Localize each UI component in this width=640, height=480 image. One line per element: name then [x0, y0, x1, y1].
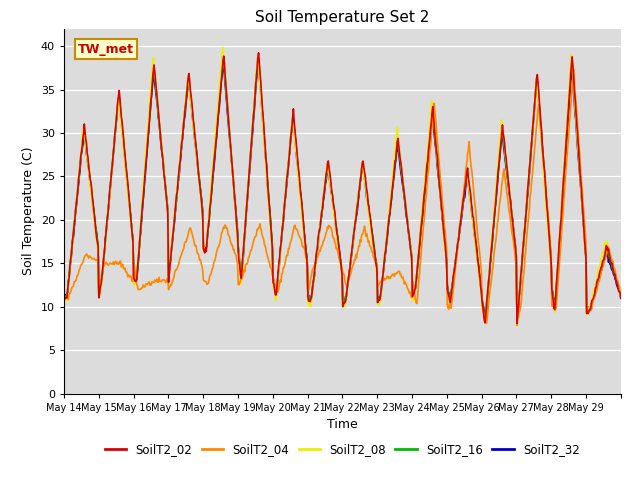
SoilT2_04	[513, 323, 521, 328]
Line: SoilT2_32: SoilT2_32	[64, 63, 621, 322]
X-axis label: Time: Time	[327, 418, 358, 431]
Line: SoilT2_02: SoilT2_02	[64, 53, 621, 324]
SoilT2_04	[276, 277, 284, 283]
SoilT2_04	[125, 274, 133, 280]
SoilT2_08	[219, 45, 227, 50]
SoilT2_02	[401, 193, 408, 199]
SoilT2_08	[401, 192, 408, 198]
SoilT2_16	[125, 198, 133, 204]
SoilT2_16	[401, 193, 408, 199]
SoilT2_04	[570, 66, 577, 72]
SoilT2_32	[432, 145, 440, 151]
SoilT2_02	[228, 157, 236, 163]
Line: SoilT2_08: SoilT2_08	[64, 48, 621, 326]
SoilT2_08	[60, 300, 68, 306]
SoilT2_02	[60, 293, 68, 299]
SoilT2_02	[513, 321, 521, 326]
SoilT2_32	[277, 242, 285, 248]
SoilT2_02	[432, 140, 440, 145]
SoilT2_16	[277, 240, 285, 246]
SoilT2_04	[400, 278, 408, 284]
SoilT2_32	[228, 159, 236, 165]
SoilT2_08	[228, 169, 236, 175]
Title: Soil Temperature Set 2: Soil Temperature Set 2	[255, 10, 429, 25]
SoilT2_32	[401, 195, 408, 201]
Y-axis label: Soil Temperature (C): Soil Temperature (C)	[22, 147, 35, 276]
SoilT2_16	[617, 291, 625, 297]
SoilT2_32	[256, 81, 264, 87]
SoilT2_32	[254, 60, 262, 66]
SoilT2_32	[125, 201, 133, 206]
SoilT2_32	[481, 319, 489, 324]
SoilT2_08	[125, 205, 133, 211]
SoilT2_02	[617, 295, 625, 301]
SoilT2_16	[432, 142, 440, 147]
SoilT2_08	[617, 293, 625, 299]
SoilT2_32	[60, 294, 68, 300]
SoilT2_04	[228, 242, 236, 248]
SoilT2_08	[277, 242, 285, 248]
SoilT2_08	[432, 140, 440, 146]
SoilT2_02	[277, 240, 285, 246]
SoilT2_04	[617, 288, 625, 294]
SoilT2_02	[125, 199, 133, 204]
SoilT2_16	[228, 160, 236, 166]
SoilT2_16	[256, 75, 264, 81]
SoilT2_02	[255, 50, 262, 56]
Line: SoilT2_16: SoilT2_16	[64, 56, 621, 322]
SoilT2_32	[617, 295, 625, 301]
SoilT2_08	[256, 84, 264, 90]
SoilT2_16	[254, 53, 262, 59]
SoilT2_16	[60, 292, 68, 298]
Legend: SoilT2_02, SoilT2_04, SoilT2_08, SoilT2_16, SoilT2_32: SoilT2_02, SoilT2_04, SoilT2_08, SoilT2_…	[100, 438, 584, 461]
SoilT2_04	[60, 296, 68, 302]
SoilT2_08	[513, 324, 521, 329]
SoilT2_02	[256, 70, 264, 76]
SoilT2_04	[431, 110, 439, 116]
SoilT2_04	[255, 225, 263, 230]
SoilT2_16	[513, 319, 521, 325]
Text: TW_met: TW_met	[78, 43, 134, 56]
Line: SoilT2_04: SoilT2_04	[64, 69, 621, 325]
